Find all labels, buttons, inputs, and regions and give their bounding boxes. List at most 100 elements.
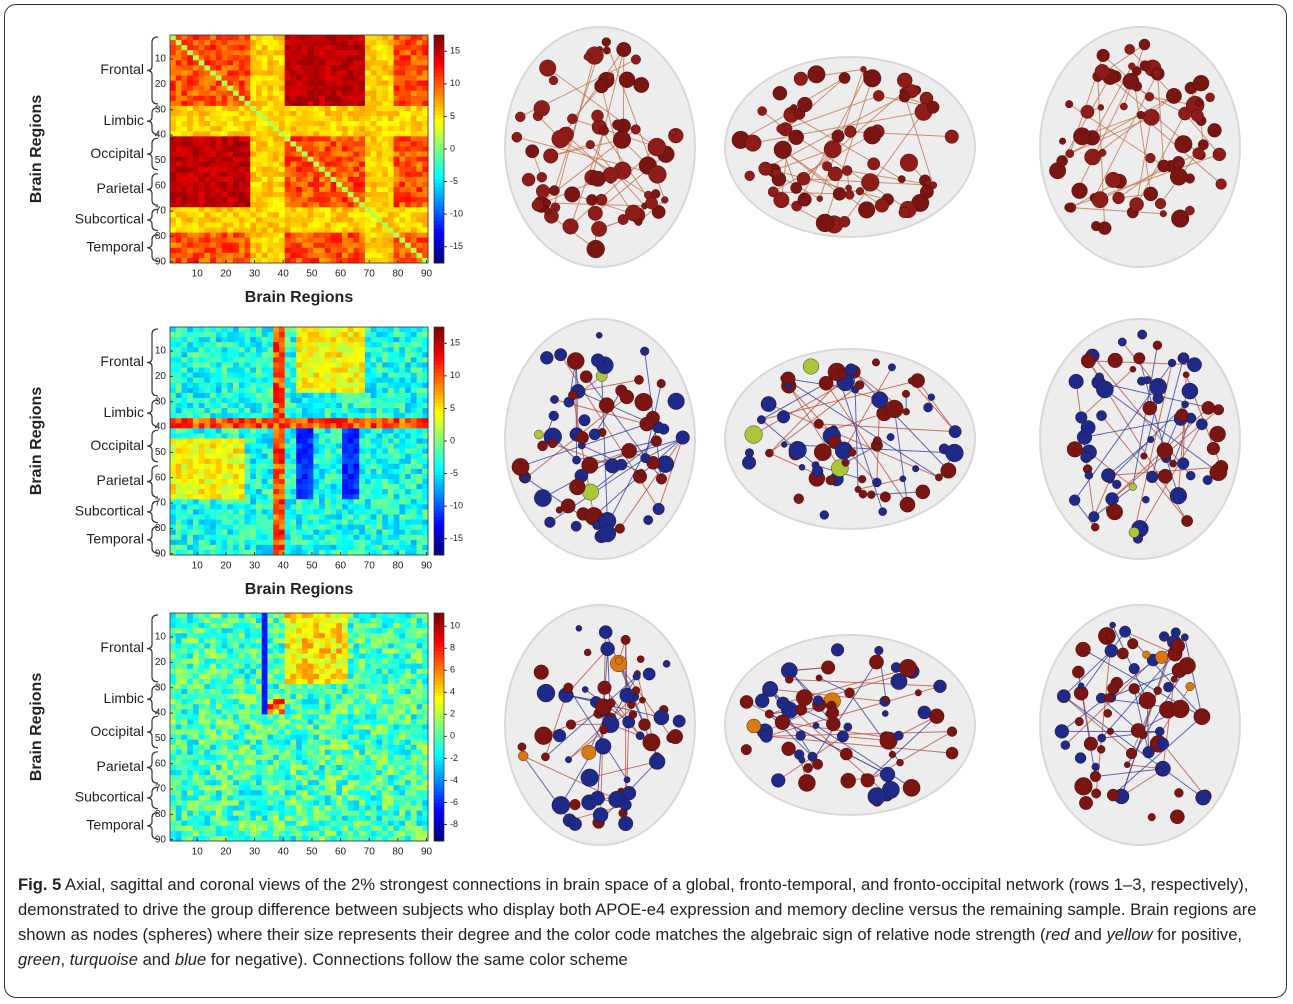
heatmap-cell: [296, 423, 302, 428]
heatmap-cell: [267, 253, 273, 258]
heatmap-cell: [399, 182, 405, 187]
node: [1092, 192, 1108, 208]
heatmap-cell: [181, 187, 187, 192]
heatmap-cell: [371, 40, 377, 45]
heatmap-cell: [273, 70, 279, 75]
heatmap-cell: [267, 408, 273, 413]
heatmap-cell: [348, 258, 354, 263]
heatmap-cell: [233, 474, 239, 479]
heatmap-cell: [279, 383, 285, 388]
heatmap-cell: [359, 243, 365, 248]
heatmap-cell: [227, 520, 233, 525]
node: [1144, 187, 1158, 201]
heatmap-cell: [279, 408, 285, 413]
heatmap-cell: [204, 464, 210, 469]
heatmap-cell: [290, 60, 296, 65]
heatmap-cell: [325, 464, 331, 469]
colorbar-segment: [434, 183, 444, 187]
heatmap-cell: [388, 347, 394, 352]
heatmap-cell: [227, 540, 233, 545]
heatmap-cell: [331, 469, 337, 474]
heatmap-cell: [227, 550, 233, 555]
heatmap-cell: [290, 362, 296, 367]
heatmap-cell: [290, 126, 296, 131]
heatmap-cell: [325, 207, 331, 212]
heatmap-cell: [325, 202, 331, 207]
heatmap-cell: [422, 86, 428, 91]
heatmap-cell: [256, 212, 262, 217]
heatmap-cell: [348, 101, 354, 106]
heatmap-cell: [371, 499, 377, 504]
heatmap-cell: [319, 525, 325, 530]
heatmap-cell: [405, 162, 411, 167]
heatmap-cell: [239, 217, 245, 222]
heatmap-cell: [313, 509, 319, 514]
heatmap-cell: [382, 423, 388, 428]
heatmap-cell: [187, 86, 193, 91]
heatmap-cell: [336, 393, 342, 398]
heatmap-cell: [371, 509, 377, 514]
node: [554, 348, 566, 360]
node: [1141, 453, 1148, 460]
heatmap-cell: [302, 81, 308, 86]
heatmap-cell: [342, 86, 348, 91]
heatmap-cell: [405, 121, 411, 126]
heatmap-cell: [181, 459, 187, 464]
heatmap-cell: [256, 207, 262, 212]
node: [1142, 496, 1149, 503]
heatmap-cell: [359, 388, 365, 393]
heatmap-cell: [262, 40, 268, 45]
heatmap-cell: [382, 238, 388, 243]
heatmap-cell: [417, 413, 423, 418]
heatmap-cell: [227, 76, 233, 81]
heatmap-cell: [342, 352, 348, 357]
heatmap-cell: [222, 459, 228, 464]
heatmap-cell: [176, 540, 182, 545]
heatmap-cell: [210, 378, 216, 383]
heatmap-cell: [187, 418, 193, 423]
heatmap-cell: [267, 388, 273, 393]
node: [1153, 341, 1162, 350]
heatmap-cell: [181, 131, 187, 136]
heatmap-cell: [222, 398, 228, 403]
heatmap-cell: [399, 187, 405, 192]
heatmap-cell: [279, 474, 285, 479]
heatmap-cell: [267, 514, 273, 519]
node: [1160, 210, 1167, 217]
heatmap-cell: [348, 540, 354, 545]
heatmap-cell: [319, 504, 325, 509]
heatmap-cell: [308, 101, 314, 106]
heatmap-cell: [371, 423, 377, 428]
heatmap-cell: [227, 423, 233, 428]
heatmap-cell: [210, 499, 216, 504]
heatmap-cell: [296, 86, 302, 91]
heatmap-cell: [170, 398, 176, 403]
heatmap-cell: [319, 479, 325, 484]
heatmap-cell: [359, 111, 365, 116]
heatmap-cell: [262, 337, 268, 342]
heatmap-cell: [399, 520, 405, 525]
heatmap-cell: [417, 520, 423, 525]
heatmap-cell: [394, 197, 400, 202]
heatmap-cell: [399, 378, 405, 383]
heatmap-cell: [222, 520, 228, 525]
heatmap-cell: [285, 378, 291, 383]
heatmap-cell: [250, 469, 256, 474]
heatmap-cell: [227, 162, 233, 167]
heatmap-cell: [308, 362, 314, 367]
heatmap-cell: [199, 530, 205, 535]
heatmap-cell: [239, 393, 245, 398]
heatmap-cell: [359, 393, 365, 398]
heatmap-cell: [399, 65, 405, 70]
heatmap-cell: [199, 248, 205, 253]
colorbar-segment: [434, 536, 444, 540]
heatmap-cell: [170, 146, 176, 151]
heatmap-cell: [216, 70, 222, 75]
heatmap-cell: [359, 347, 365, 352]
heatmap-cell: [273, 91, 279, 96]
heatmap-cell: [376, 192, 382, 197]
node: [842, 459, 850, 467]
heatmap-cell: [313, 86, 319, 91]
heatmap-cell: [417, 474, 423, 479]
heatmap-cell: [250, 55, 256, 60]
